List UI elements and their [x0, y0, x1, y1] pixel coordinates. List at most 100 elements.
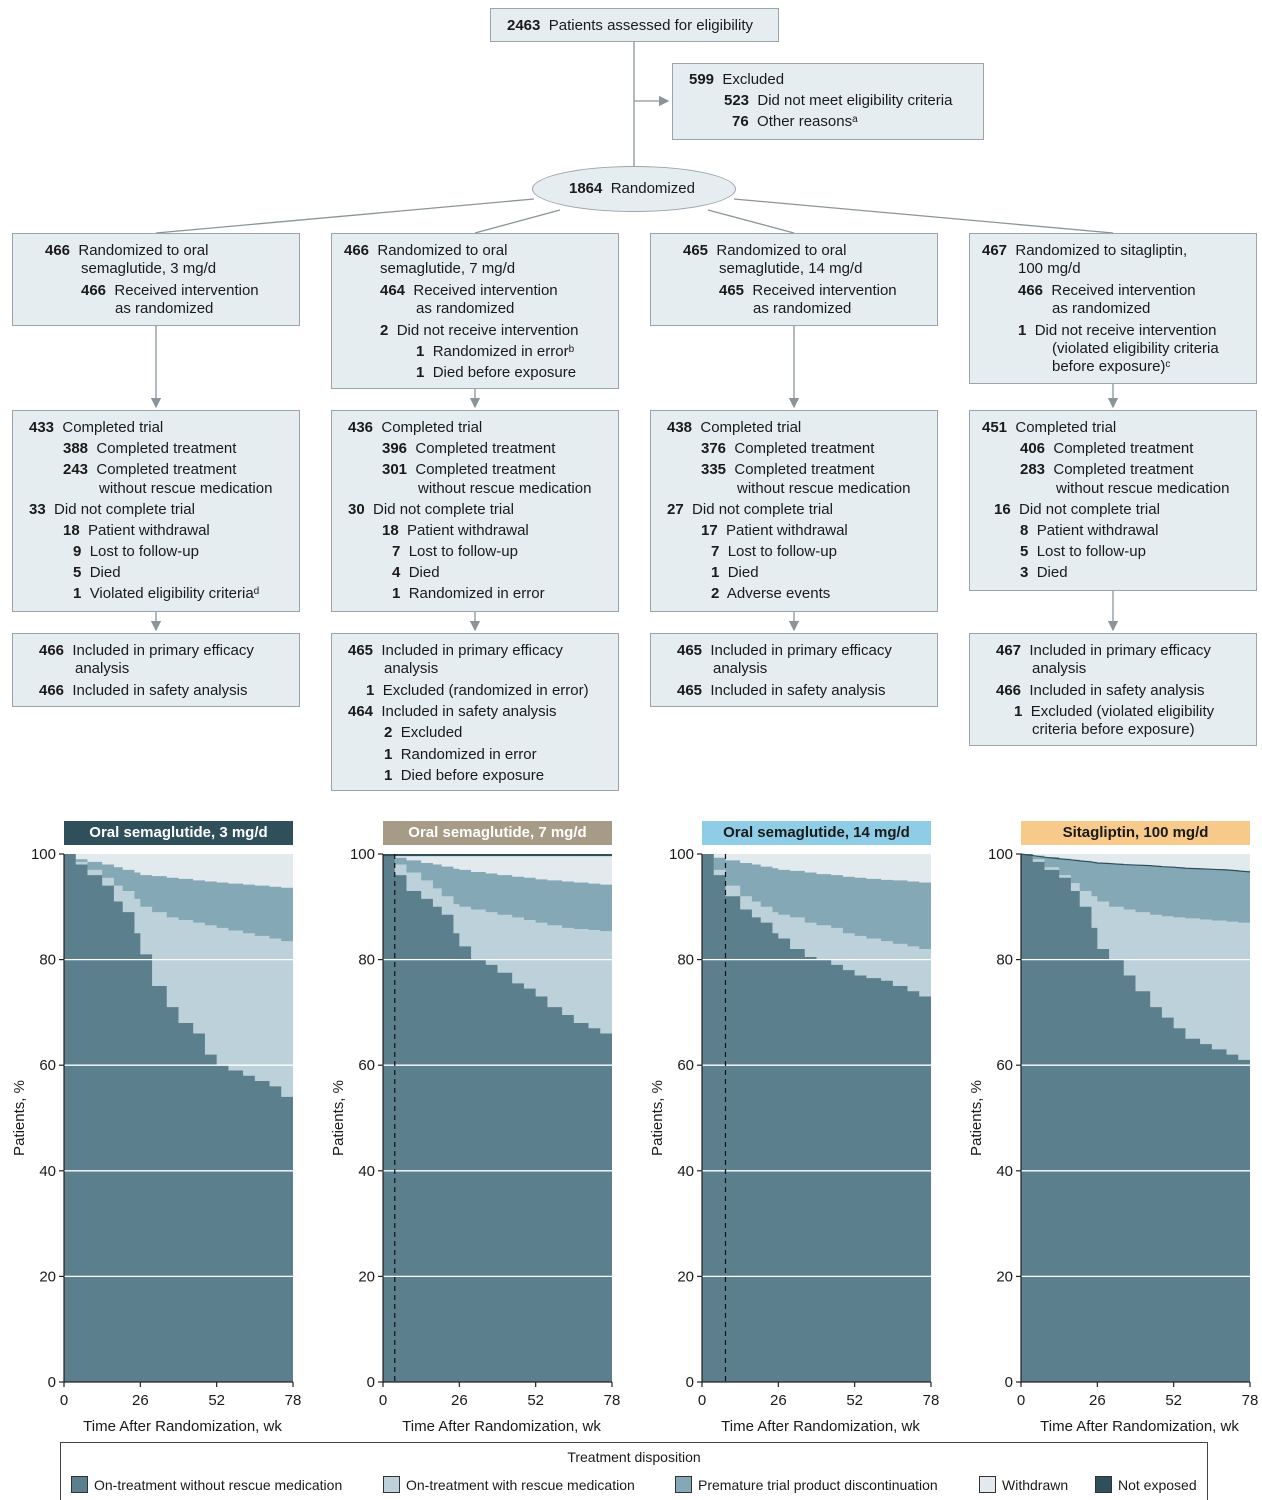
y-axis-label: Patients, %	[11, 1080, 28, 1156]
flow-count: 8	[1020, 522, 1029, 539]
flow-text: Did not complete trial	[373, 501, 514, 518]
y-tick-label: 40	[677, 1163, 694, 1180]
flow-count: 2	[384, 724, 393, 741]
flow-text: Died	[408, 564, 440, 581]
flow-count: 466	[39, 682, 65, 699]
x-tick-label: 0	[60, 1392, 68, 1409]
area-on-treatment-no-rescue	[702, 854, 931, 1382]
legend: Treatment disposition On-treatment witho…	[60, 1442, 1208, 1500]
chart-title: Oral semaglutide, 14 mg/d	[702, 821, 931, 845]
assessed-label: Patients assessed for eligibility	[548, 17, 753, 34]
flow-line: 335 Completed treatment	[701, 460, 874, 480]
area-on-treatment-no-rescue	[1021, 854, 1250, 1382]
flow-line: 466 Included in primary efficacy	[39, 641, 254, 661]
flow-text: Died	[89, 564, 121, 581]
chart-title: Oral semaglutide, 7 mg/d	[383, 821, 612, 845]
legend-item-on-treatment-rescue: On-treatment with rescue medication	[383, 1475, 635, 1495]
flow-text: Did not meet eligibility criteria	[757, 92, 953, 109]
flow-line: as randomized	[753, 299, 851, 319]
randomized-count: 1864	[569, 180, 603, 197]
x-axis-label: Time After Randomization, wk	[83, 1418, 282, 1435]
y-tick-label: 20	[996, 1268, 1013, 1285]
flow-text: Included in safety analysis	[72, 682, 248, 699]
flow-line: 30 Did not complete trial	[348, 500, 514, 520]
x-tick-label: 52	[846, 1392, 863, 1409]
flow-line: 1 Died	[711, 563, 759, 583]
flow-line: 465 Included in safety analysis	[677, 681, 885, 701]
flow-count: 451	[982, 419, 1008, 436]
flow-count: 1	[392, 585, 401, 602]
flow-text: criteria before exposure)	[1032, 721, 1195, 738]
flow-count: 464	[348, 703, 374, 720]
flow-line: 466 Included in safety analysis	[39, 681, 247, 701]
flow-count: 464	[380, 282, 406, 299]
discontinuation-edge-line	[1020, 853, 1251, 873]
flow-text: Received intervention	[114, 282, 259, 299]
flow-line: 464 Received intervention	[380, 281, 558, 301]
flow-line: 4 Died	[392, 563, 440, 583]
alloc-box-arm-3: 465 Randomized to oral semaglutide, 14 mg…	[650, 233, 938, 326]
flow-text: Included in primary efficacy	[710, 642, 892, 659]
flow-count: 1	[1018, 322, 1027, 339]
excluded-box: 599 Excluded 523 Did not meet eligibility…	[672, 63, 984, 140]
flow-count: 30	[348, 501, 365, 518]
flow-line: 16 Did not complete trial	[994, 500, 1160, 520]
flow-line: 1 Excluded (randomized in error)	[366, 681, 589, 701]
legend-label: On-treatment without rescue medication	[94, 1477, 343, 1493]
flow-line: 466 Randomized to oral	[45, 241, 208, 261]
flow-text: Completed treatment	[96, 461, 237, 478]
flow-text: Lost to follow-up	[89, 543, 199, 560]
flow-text: 100 mg/d	[1018, 260, 1081, 277]
flow-line: 406 Completed treatment	[1020, 439, 1193, 459]
flow-count: 376	[701, 440, 727, 457]
y-tick-label: 100	[988, 846, 1013, 863]
flow-count: 1	[1014, 703, 1023, 720]
disposition-chart-1: Oral semaglutide, 3 mg/d 0 20 40 60 80 100 0 26 5…	[10, 818, 310, 1438]
flow-text: Excluded	[722, 71, 785, 88]
x-tick-label: 26	[132, 1392, 149, 1409]
flow-text: Included in safety analysis	[1029, 682, 1205, 699]
flow-line: 1 Randomized in error	[384, 745, 537, 765]
x-tick-label: 52	[527, 1392, 544, 1409]
flow-line: semaglutide, 3 mg/d	[81, 259, 216, 279]
flow-text: as randomized	[753, 300, 852, 317]
flow-text: (violated eligibility criteria	[1052, 340, 1219, 357]
flow-count: 1	[416, 364, 425, 381]
followup-box-arm-4: 451 Completed trial 406 Completed treatme…	[969, 410, 1257, 591]
flow-line: 2 Excluded	[384, 723, 462, 743]
legend-item-withdrawn: Withdrawn	[979, 1475, 1068, 1495]
flow-line: 465 Received intervention	[719, 281, 897, 301]
flow-text: Completed trial	[700, 419, 802, 436]
flow-text: Lost to follow-up	[1036, 543, 1146, 560]
footnote-marker: b	[568, 344, 575, 355]
flow-line: 396 Completed treatment	[382, 439, 555, 459]
flow-text: Violated eligibility criteria	[89, 585, 254, 602]
flow-line: 451 Completed trial	[982, 418, 1116, 438]
flow-text: Completed treatment	[415, 461, 556, 478]
legend-label: Withdrawn	[1002, 1477, 1069, 1493]
assessed-count: 2463	[507, 17, 541, 34]
flow-text: without rescue medication	[99, 480, 273, 497]
flow-line: 283 Completed treatment	[1020, 460, 1193, 480]
flow-line: 433 Completed trial	[29, 418, 163, 438]
flow-line: 5 Lost to follow-up	[1020, 542, 1146, 562]
flow-line: 9 Lost to follow-up	[73, 542, 199, 562]
y-tick-label: 40	[39, 1163, 56, 1180]
flow-text: semaglutide, 3 mg/d	[81, 260, 217, 277]
flow-line: criteria before exposure)	[1032, 720, 1195, 740]
randomized-label: Randomized	[610, 180, 695, 197]
flow-text: Did not complete trial	[1019, 501, 1160, 518]
flow-line: 1 Randomized in errorb	[416, 342, 574, 362]
footnote-marker: a	[852, 114, 858, 125]
legend-swatch-withdrawn	[979, 1476, 996, 1493]
flow-text: Did not complete trial	[54, 501, 195, 518]
flow-line: 438 Completed trial	[667, 418, 801, 438]
x-tick-label: 52	[1165, 1392, 1182, 1409]
flow-count: 523	[724, 92, 750, 109]
flow-text: semaglutide, 14 mg/d	[719, 260, 863, 277]
flow-count: 9	[73, 543, 82, 560]
flow-count: 33	[29, 501, 46, 518]
y-tick-label: 100	[350, 846, 375, 863]
